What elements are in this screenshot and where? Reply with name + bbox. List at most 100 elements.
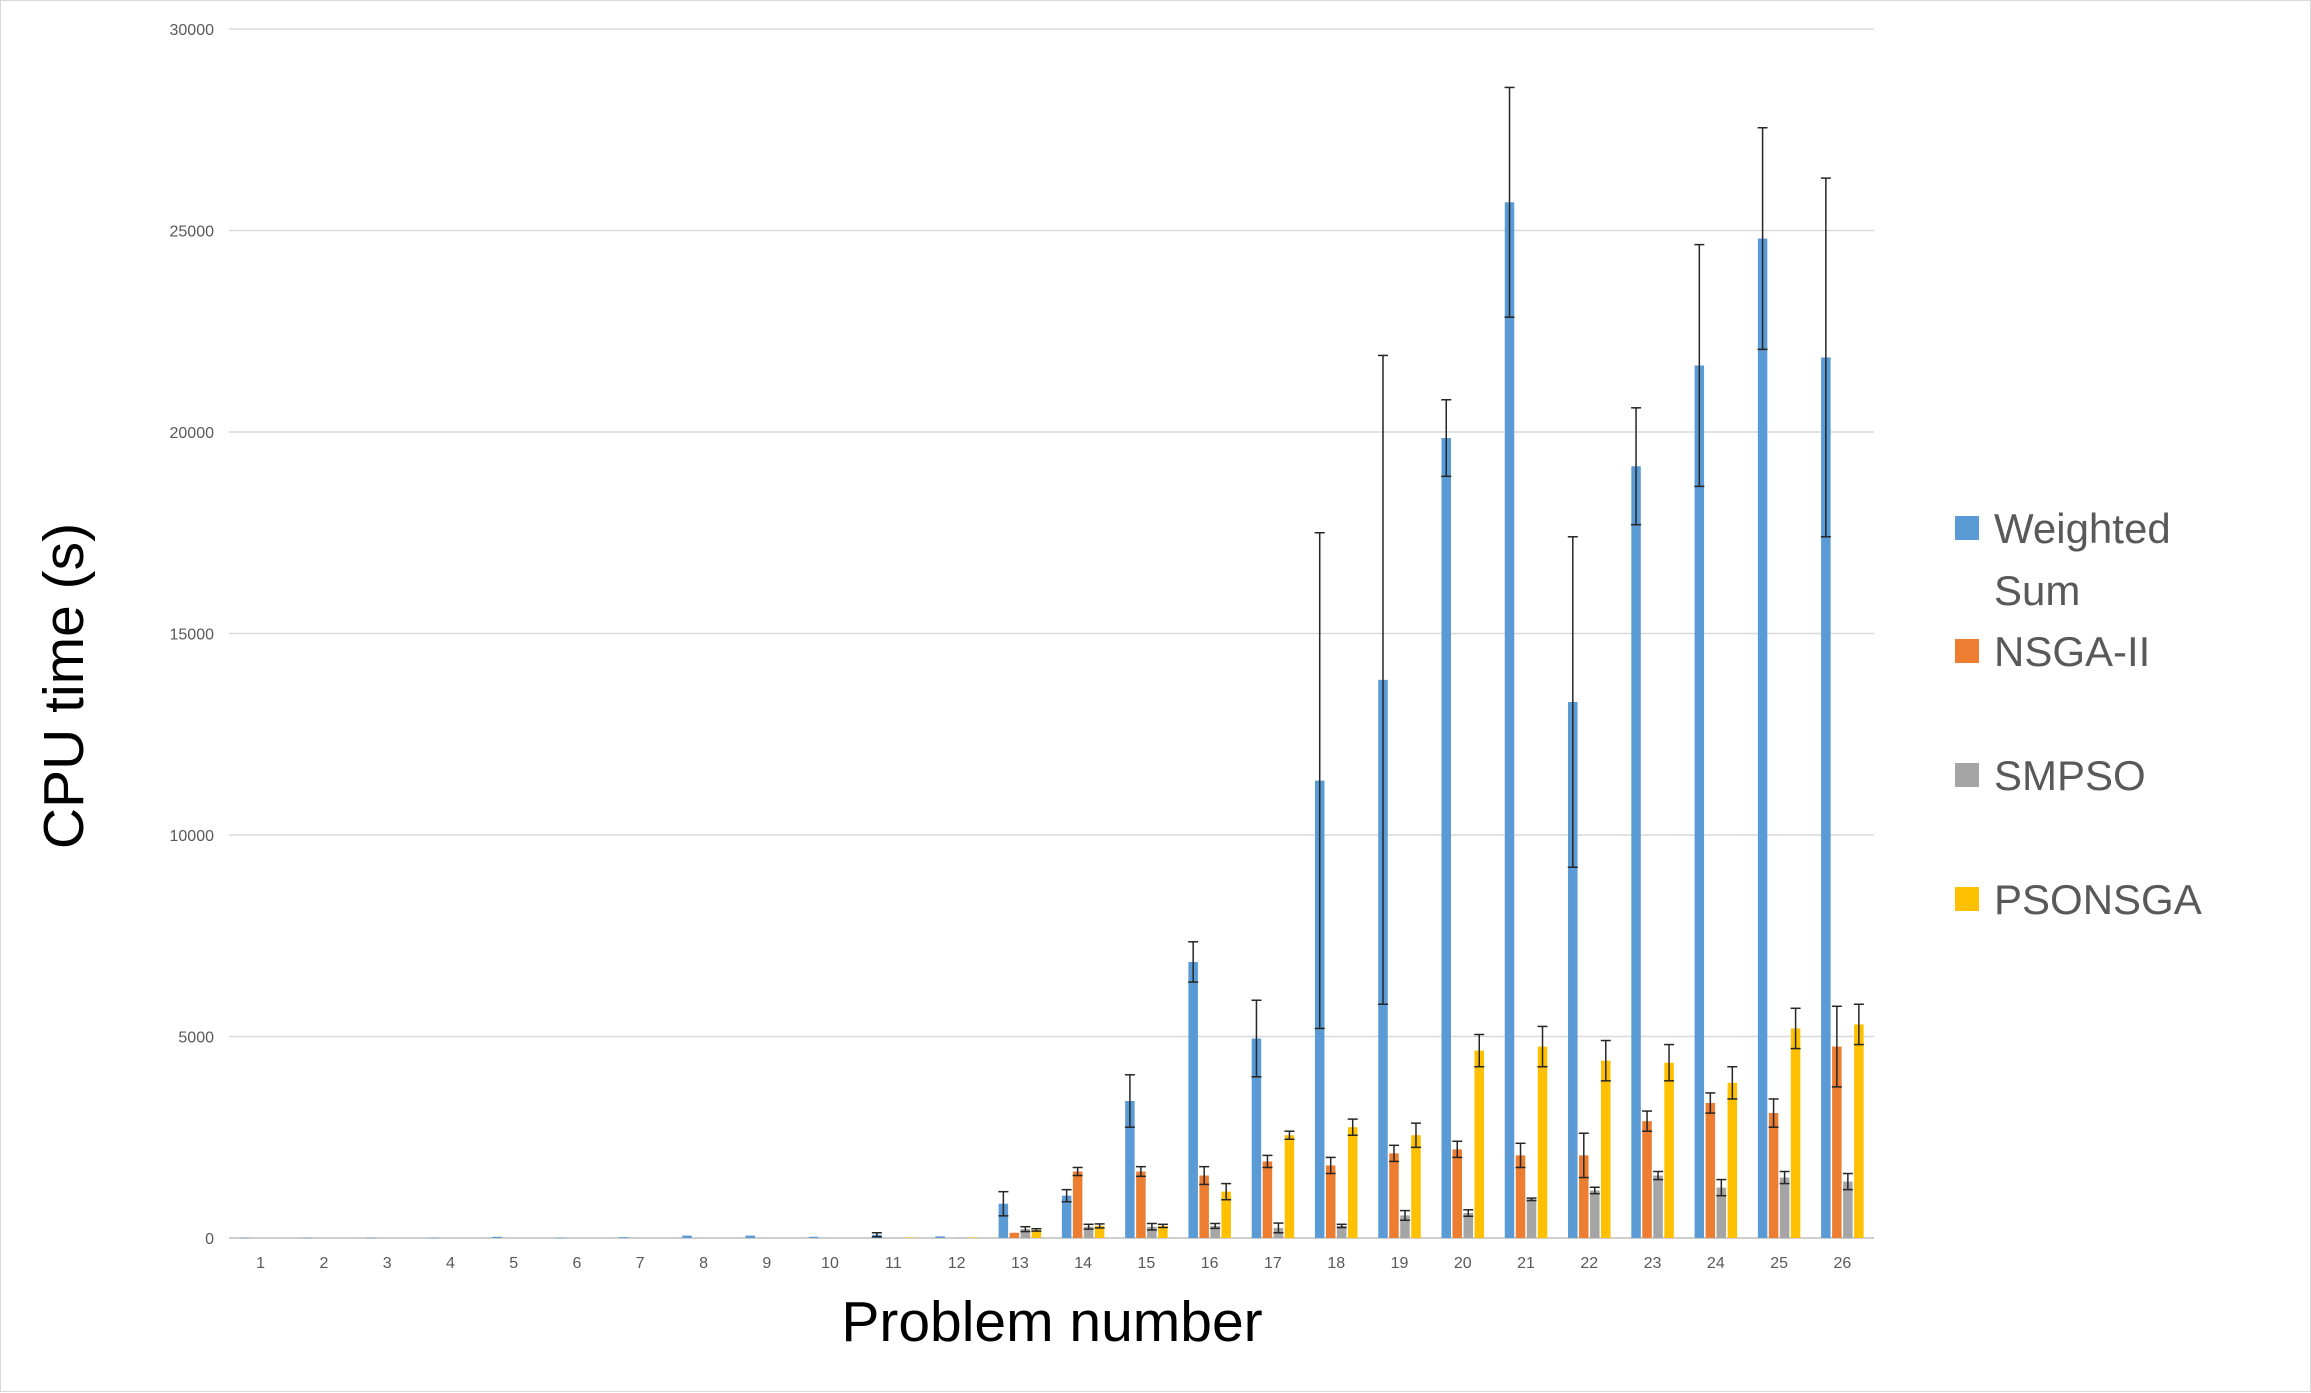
bar (1083, 1226, 1094, 1238)
error-bar (1251, 999, 1262, 1078)
error-bar (1347, 1118, 1358, 1136)
bar (239, 1237, 249, 1239)
bar (302, 1237, 313, 1239)
error-bar (1727, 1065, 1738, 1100)
bar (1757, 238, 1768, 1238)
error-bars (871, 86, 1864, 1238)
x-tick-label: 9 (762, 1255, 771, 1272)
x-tick-label: 17 (1264, 1255, 1282, 1272)
error-bar (1388, 1144, 1399, 1163)
x-tick-label: 19 (1391, 1255, 1409, 1272)
bar (1199, 1175, 1209, 1238)
error-bar (1031, 1227, 1042, 1232)
x-tick-label: 8 (699, 1255, 708, 1272)
bar (1631, 466, 1641, 1238)
error-bar (1452, 1140, 1463, 1159)
bar (1125, 1100, 1135, 1238)
error-bar (1463, 1209, 1474, 1217)
bar (1061, 1195, 1072, 1238)
legend-swatch (1955, 763, 1979, 787)
bar (1779, 1177, 1790, 1238)
error-bar (1842, 1172, 1853, 1191)
bar (1694, 365, 1705, 1238)
error-bar (1578, 1132, 1589, 1179)
error-bar (1124, 1074, 1135, 1128)
bar (1389, 1153, 1399, 1238)
bar (1136, 1171, 1146, 1238)
bar (1463, 1213, 1473, 1238)
bar (935, 1236, 945, 1238)
y-tick-label: 10000 (170, 828, 215, 845)
x-tick-label: 5 (509, 1255, 518, 1272)
bar (1452, 1149, 1462, 1238)
x-tick-label: 4 (446, 1255, 455, 1272)
error-bar (1094, 1223, 1105, 1229)
x-tick-label: 3 (383, 1255, 392, 1272)
bar (1325, 1165, 1336, 1238)
x-tick-label: 2 (319, 1255, 328, 1272)
error-bar (1757, 126, 1768, 351)
bar (1400, 1215, 1410, 1238)
legend-label: PSONSGA (1994, 876, 2202, 923)
error-bar (1474, 1033, 1485, 1068)
error-bar (1336, 1223, 1347, 1229)
bar (1094, 1225, 1105, 1238)
legend-swatch (1955, 516, 1979, 540)
error-bar (1631, 407, 1642, 526)
x-tick-label: 25 (1770, 1255, 1788, 1272)
x-tick-label: 6 (573, 1255, 582, 1272)
error-bar (1790, 1007, 1801, 1050)
y-tick-label: 5000 (178, 1030, 214, 1047)
error-bar (1589, 1186, 1600, 1195)
bar (1251, 1038, 1262, 1238)
bar (745, 1235, 756, 1238)
bar-series (239, 202, 1864, 1239)
bar (365, 1237, 376, 1239)
bar (1515, 1155, 1526, 1238)
gridlines (229, 28, 1874, 1239)
bar (1147, 1226, 1157, 1238)
legend-item: PSONSGA (1955, 876, 2202, 923)
bar (1843, 1181, 1853, 1238)
bar (1821, 357, 1831, 1238)
bar (1790, 1028, 1801, 1238)
bar (1441, 438, 1451, 1238)
error-bar (1600, 1039, 1611, 1082)
bar (1504, 202, 1515, 1238)
bar (808, 1236, 819, 1238)
error-bar (1705, 1092, 1716, 1114)
bar (1474, 1050, 1484, 1238)
bar (619, 1237, 629, 1238)
error-bar (1504, 86, 1515, 318)
legend-swatch (1955, 887, 1979, 911)
x-tick-label: 26 (1833, 1255, 1851, 1272)
error-bar (1664, 1043, 1675, 1082)
error-bar (1410, 1122, 1421, 1149)
legend-item: SMPSO (1955, 752, 2146, 799)
error-bar (1853, 1003, 1864, 1046)
error-bar (1061, 1188, 1072, 1203)
bar (1568, 702, 1578, 1238)
bar (1347, 1127, 1358, 1238)
error-bar (1377, 354, 1388, 1006)
legend: Weighted Sum NSGA-II SMPSO PSONSGA (1955, 505, 2202, 923)
error-bar (1072, 1166, 1083, 1177)
legend-item: NSGA-II (1955, 628, 2150, 675)
bar (1262, 1161, 1273, 1238)
error-bar (871, 1232, 882, 1238)
x-tick-label: 21 (1517, 1255, 1535, 1272)
error-bar (1831, 1005, 1842, 1088)
bar (429, 1237, 439, 1239)
y-axis-ticks: 0 5000 10000 15000 20000 25000 30000 (170, 22, 215, 1248)
x-tick-label: 18 (1327, 1255, 1345, 1272)
bar (1579, 1155, 1589, 1238)
bar (1158, 1225, 1168, 1238)
bar (1705, 1102, 1716, 1238)
bar (1020, 1229, 1031, 1238)
error-bar (1716, 1178, 1727, 1197)
legend-label: Weighted Sum (1994, 505, 2171, 614)
y-axis-title: CPU time (s) (32, 523, 96, 849)
error-bar (1399, 1209, 1410, 1222)
